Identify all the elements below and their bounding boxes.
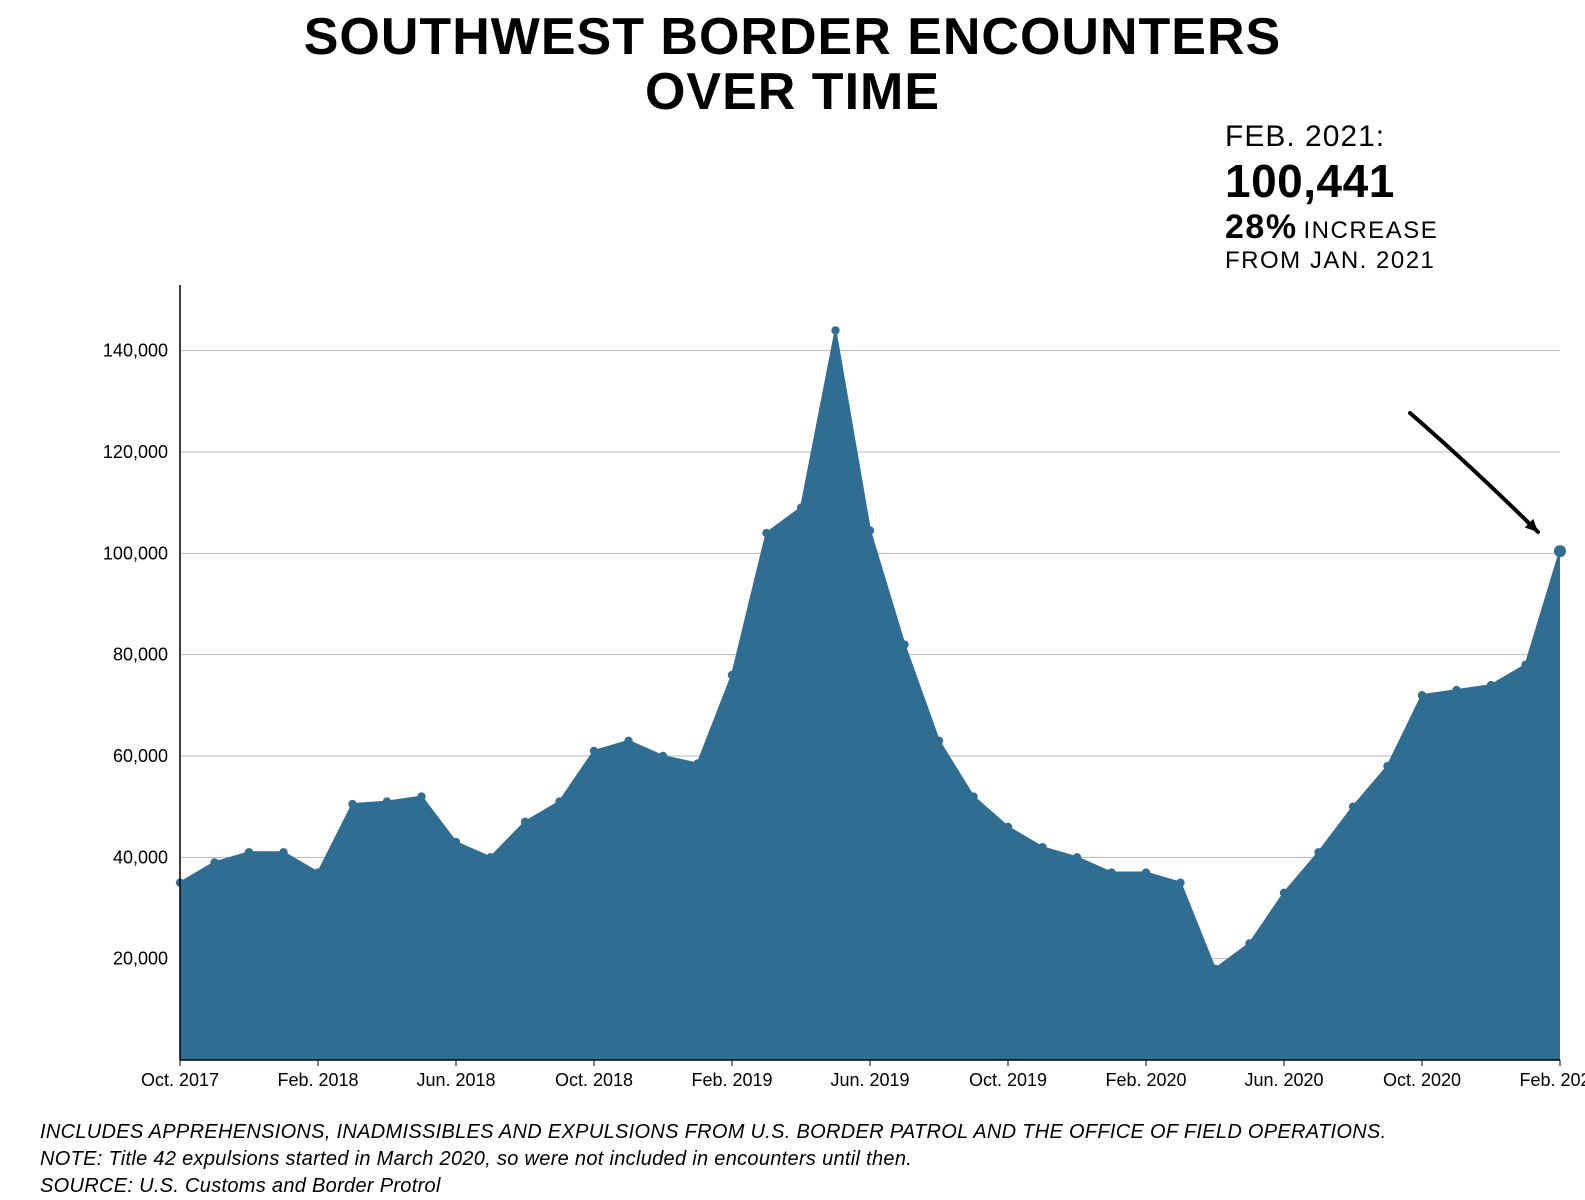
chart-title: SOUTHWEST BORDER ENCOUNTERS OVER TIME bbox=[40, 10, 1545, 119]
svg-text:20,000: 20,000 bbox=[113, 949, 168, 969]
chart-container: 20,000 40,000 60,000 80,000 100,000 120,000 14… bbox=[40, 125, 1545, 1115]
svg-text:Jun. 2019: Jun. 2019 bbox=[830, 1070, 909, 1090]
svg-text:Oct. 2019: Oct. 2019 bbox=[969, 1070, 1047, 1090]
svg-text:Oct. 2017: Oct. 2017 bbox=[141, 1070, 219, 1090]
svg-text:40,000: 40,000 bbox=[113, 848, 168, 868]
svg-text:140,000: 140,000 bbox=[103, 341, 168, 361]
svg-text:Jun. 2020: Jun. 2020 bbox=[1244, 1070, 1323, 1090]
svg-text:120,000: 120,000 bbox=[103, 442, 168, 462]
svg-text:Oct. 2018: Oct. 2018 bbox=[555, 1070, 633, 1090]
chart-footnotes: INCLUDES APPREHENSIONS, INADMISSIBLES AN… bbox=[40, 1119, 1545, 1200]
footnote-includes: INCLUDES APPREHENSIONS, INADMISSIBLES AN… bbox=[40, 1119, 1545, 1146]
svg-text:Jun. 2018: Jun. 2018 bbox=[416, 1070, 495, 1090]
area-chart: 20,000 40,000 60,000 80,000 100,000 120,000 14… bbox=[40, 125, 1585, 1110]
chart-title-line1: SOUTHWEST BORDER ENCOUNTERS bbox=[304, 8, 1281, 66]
footnote-note: NOTE: Title 42 expulsions started in Mar… bbox=[40, 1146, 1545, 1173]
svg-text:Feb. 2018: Feb. 2018 bbox=[277, 1070, 358, 1090]
chart-title-line2: OVER TIME bbox=[645, 63, 940, 121]
svg-text:80,000: 80,000 bbox=[113, 645, 168, 665]
svg-text:60,000: 60,000 bbox=[113, 746, 168, 766]
svg-text:Feb. 2019: Feb. 2019 bbox=[691, 1070, 772, 1090]
svg-text:Feb. 2021: Feb. 2021 bbox=[1519, 1070, 1585, 1090]
svg-text:Oct. 2020: Oct. 2020 bbox=[1383, 1070, 1461, 1090]
svg-text:100,000: 100,000 bbox=[103, 544, 168, 564]
footnote-source: SOURCE: U.S. Customs and Border Protrol bbox=[40, 1173, 1545, 1200]
svg-text:Feb. 2020: Feb. 2020 bbox=[1105, 1070, 1186, 1090]
